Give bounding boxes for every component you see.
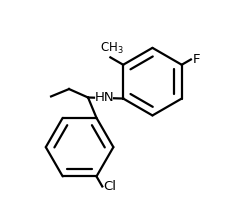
- Text: HN: HN: [95, 92, 114, 104]
- Text: CH$_3$: CH$_3$: [100, 41, 123, 56]
- Text: Cl: Cl: [103, 180, 116, 193]
- Text: F: F: [192, 53, 200, 66]
